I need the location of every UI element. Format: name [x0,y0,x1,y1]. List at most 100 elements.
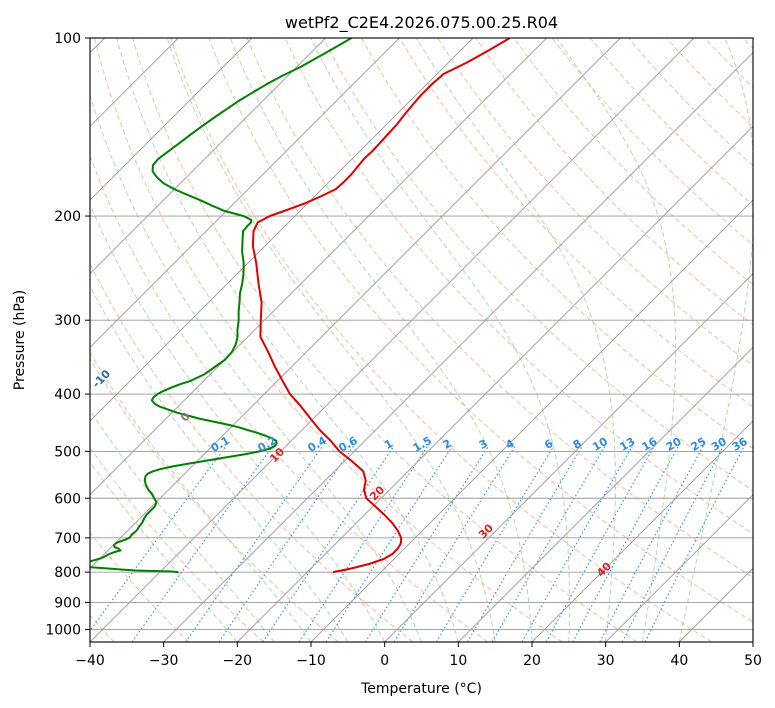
dry-adiabat-line [90,531,190,642]
chart-title: wetPf2_C2E4.2026.075.00.25.R04 [285,13,558,33]
y-tick-label: 100 [54,31,81,47]
mixing-ratio-line [218,445,354,642]
isotherm-line [90,38,621,569]
moist-adiabat-line [90,409,275,642]
x-tick-label: −30 [149,653,179,669]
temperature-profile [251,38,511,574]
isotherm-line [605,494,753,642]
mixing-ratio-line [545,445,655,642]
y-tick-label: 700 [54,531,81,547]
isotherm-line [163,52,753,642]
plot-frame [89,37,754,643]
dry-adiabat-line [437,38,753,367]
profile-series [90,38,511,574]
x-axis-label: Temperature (°C) [360,681,482,697]
y-tick-label: 1000 [45,622,81,638]
mixing-ratio-label: 20 [664,435,684,454]
plot-area: 0.10.20.40.611.52346810131620253036-100-… [90,38,753,642]
moist-adiabat-line [90,351,312,642]
mixing-ratio-label: 3 [477,437,490,452]
dry-adiabat-line [551,38,753,246]
dry-adiabat-line [246,38,753,578]
x-tick-label: 30 [597,653,615,669]
moist-adiabat-line [90,203,386,642]
mixing-ratio-line [364,445,489,642]
dry-adiabat-line [742,38,753,50]
dry-adiabat-label: 30 [476,521,496,541]
mixing-ratio-line [644,445,745,642]
dry-adiabat-line [90,154,488,642]
dry-adiabat-line [208,38,753,623]
mixing-ratio-label: 2 [441,437,454,452]
x-tick-label: 50 [744,653,762,669]
mixing-ratio-line [521,445,633,642]
moist-adiabat-line [556,38,677,642]
dry-adiabat-label: -10 [90,367,113,390]
x-tick-label: −20 [223,653,253,669]
isotherm-line [310,199,753,642]
moist-adiabat-line [229,38,533,642]
x-tick-label: 0 [380,653,389,669]
x-tick-label: 20 [523,653,541,669]
isotherm-line [752,641,753,642]
mixing-ratio-label: 1 [382,437,395,452]
mixing-ratio-line [298,445,429,642]
moist-adiabat-line [166,38,496,642]
y-tick-label: 400 [54,387,81,403]
moist-adiabat-line [415,38,616,642]
dry-adiabat-line [666,38,753,128]
dry-adiabat-line [132,38,638,642]
moist-adiabat-line [116,38,459,642]
mixing-ratio-line [599,445,704,642]
isotherm-line [237,125,753,642]
mixing-ratio-line [131,445,274,642]
moist-adiabat-line [90,461,238,642]
dry-adiabat-line [90,262,414,642]
isotherm-line [90,38,400,348]
y-tick-label: 600 [54,491,81,507]
isotherm-line [384,273,753,642]
x-tick-label: 40 [670,653,688,669]
mixing-ratio-label: 4 [503,437,516,452]
dry-adiabat-line [94,38,563,642]
isotherm-line [90,38,253,201]
x-tick-label: −40 [75,653,105,669]
x-axis: −40 −30 −20 −10 0 10 20 30 40 50 [75,642,762,669]
mixing-ratio-label: 10 [590,435,610,454]
line-labels: 0.10.20.40.611.52346810131620253036-100-… [90,367,750,580]
y-tick-label: 300 [54,313,81,329]
moist-adiabat-line [310,38,570,642]
x-tick-label: −10 [296,653,326,669]
mixing-ratio-line [393,445,516,642]
mixing-ratio-lines [90,445,745,642]
dry-adiabat-line [90,446,264,642]
dry-adiabat-line [322,38,753,492]
dry-adiabat-line [284,38,753,535]
isotherm-line [458,346,753,642]
dry-adiabat-line [90,357,339,642]
moist-adiabat-line [90,93,422,642]
mixing-ratio-line [325,445,453,642]
isotherm-line [531,420,753,642]
isotherm-line [90,38,547,496]
mixing-ratio-line [435,445,555,642]
isobars [90,38,753,630]
y-tick-label: 500 [54,444,81,460]
moist-adiabat-line [678,38,753,642]
isotherm-line [90,38,326,275]
y-tick-label: 800 [54,565,81,581]
dry-adiabat-line [170,38,712,642]
isotherm-line [90,38,695,642]
moist-adiabats [90,38,753,642]
dry-adiabat-line [361,38,753,449]
mixing-ratio-line [262,445,395,642]
dry-adiabat-line [399,38,753,408]
mixing-ratio-line [572,445,679,642]
mixing-ratio-line [185,445,324,642]
isotherms [90,38,753,642]
y-axis: 100 200 300 400 500 600 700 800 900 1000 [45,31,90,638]
y-tick-label: 900 [54,595,81,611]
moist-adiabat-line [90,284,349,642]
dry-adiabat-line [589,38,753,206]
